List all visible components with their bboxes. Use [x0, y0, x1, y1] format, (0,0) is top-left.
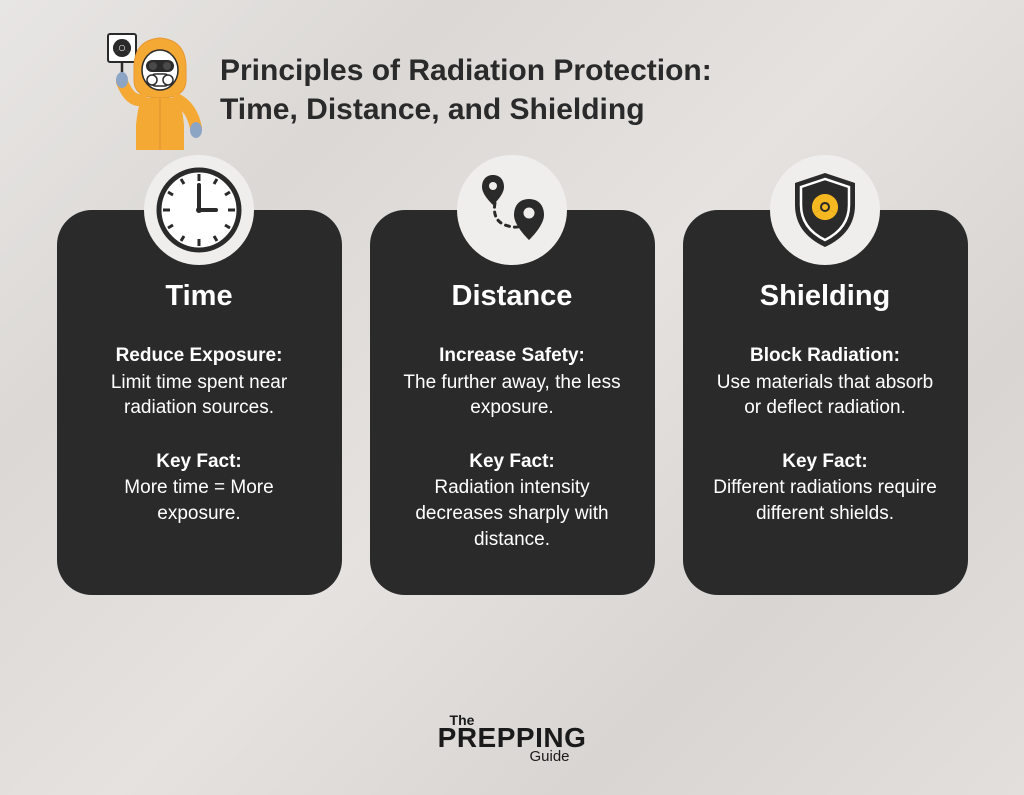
- footer-logo: The PREPPING Guide: [438, 712, 587, 765]
- section-label: Reduce Exposure:: [82, 343, 317, 370]
- card-section: Block Radiation: Use materials that abso…: [708, 343, 943, 421]
- header: Principles of Radiation Protection: Time…: [0, 0, 1024, 170]
- card-title: Time: [82, 280, 317, 313]
- card-section: Reduce Exposure: Limit time spent near r…: [82, 343, 317, 421]
- section-label: Key Fact:: [82, 449, 317, 476]
- title-line2: Time, Distance, and Shielding: [220, 93, 645, 126]
- section-label: Key Fact:: [708, 449, 943, 476]
- card-section: Increase Safety: The further away, the l…: [395, 343, 630, 421]
- title-block: Principles of Radiation Protection: Time…: [220, 51, 974, 129]
- title-line1: Principles of Radiation Protection:: [220, 54, 712, 87]
- card-section: Key Fact: More time = More exposure.: [82, 449, 317, 527]
- section-text: Radiation intensity decreases sharply wi…: [395, 475, 630, 552]
- section-text: More time = More exposure.: [82, 475, 317, 526]
- shield-icon: [770, 155, 880, 265]
- hazmat-person-icon: [100, 30, 210, 150]
- section-text: Use materials that absorb or deflect rad…: [708, 370, 943, 421]
- cards-container: Time Reduce Exposure: Limit time spent n…: [0, 170, 1024, 615]
- section-label: Increase Safety:: [395, 343, 630, 370]
- page-title: Principles of Radiation Protection: Time…: [220, 51, 974, 129]
- card-distance: Distance Increase Safety: The further aw…: [370, 210, 655, 595]
- card-shielding: Shielding Block Radiation: Use materials…: [683, 210, 968, 595]
- section-label: Block Radiation:: [708, 343, 943, 370]
- card-section: Key Fact: Different radiations require d…: [708, 449, 943, 527]
- section-text: The further away, the less exposure.: [395, 370, 630, 421]
- distance-icon: [457, 155, 567, 265]
- section-text: Limit time spent near radiation sources.: [82, 370, 317, 421]
- card-title: Distance: [395, 280, 630, 313]
- card-section: Key Fact: Radiation intensity decreases …: [395, 449, 630, 553]
- section-label: Key Fact:: [395, 449, 630, 476]
- card-time: Time Reduce Exposure: Limit time spent n…: [57, 210, 342, 595]
- clock-icon: [144, 155, 254, 265]
- section-text: Different radiations require different s…: [708, 475, 943, 526]
- card-title: Shielding: [708, 280, 943, 313]
